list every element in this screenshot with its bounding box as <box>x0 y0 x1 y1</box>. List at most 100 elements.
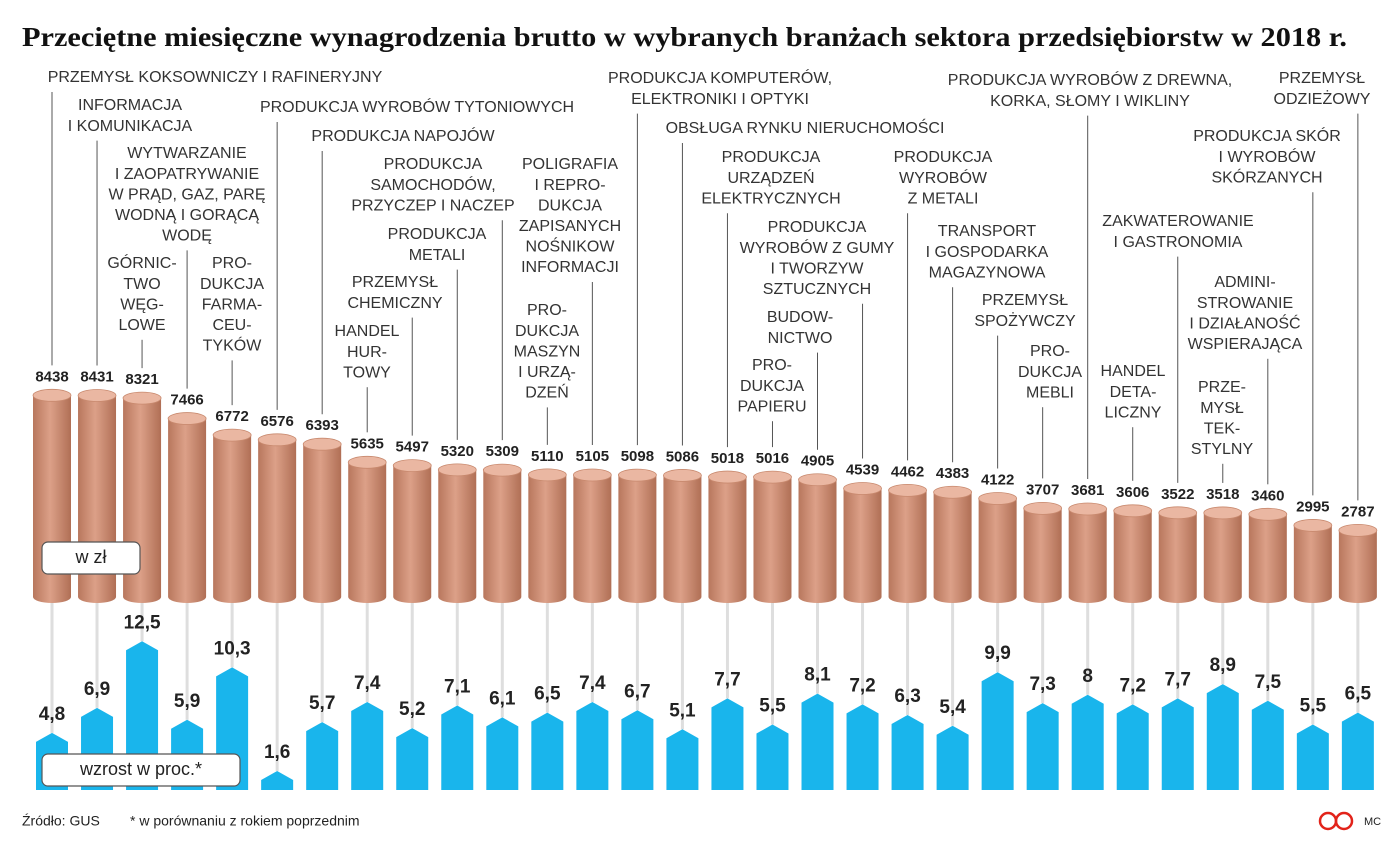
category-label: CHEMICZNY <box>347 295 442 312</box>
cylinder <box>303 438 342 603</box>
growth-bar <box>126 641 159 790</box>
growth-label: 7,1 <box>444 677 471 698</box>
category-label: WYTWARZANIE <box>127 145 246 162</box>
category-label: DUKCJA <box>538 197 602 214</box>
growth-label: 6,3 <box>894 686 920 707</box>
cylinder <box>1293 519 1332 603</box>
cylinder <box>753 471 792 603</box>
category-label: WYROBÓW <box>899 168 988 187</box>
cylinder-top <box>32 388 72 402</box>
cylinder-top <box>933 485 972 499</box>
category-label: KORKA, SŁOMY I WIKLINY <box>990 93 1190 110</box>
cylinder-top <box>663 469 702 482</box>
value-label: 2787 <box>1341 503 1374 520</box>
cylinder-top <box>843 482 882 495</box>
growth-label: 7,7 <box>714 669 740 690</box>
cylinder-top <box>302 437 342 451</box>
growth-bar <box>1071 694 1104 790</box>
category-label: TWO <box>123 276 160 293</box>
growth-label: 5,5 <box>1300 696 1327 717</box>
growth-label: 6,5 <box>1345 684 1372 705</box>
growth-bar <box>1116 704 1149 790</box>
value-label: 5309 <box>486 443 519 460</box>
category-label: PRO- <box>212 255 252 272</box>
category-label: PRODUKCJA KOMPUTERÓW, <box>608 68 832 87</box>
growth-label: 5,7 <box>309 693 335 714</box>
value-label: 3606 <box>1116 484 1149 501</box>
category-label: Z METALI <box>908 190 979 207</box>
category-label: PRO- <box>527 302 567 319</box>
category-label: ODZIEŻOWY <box>1274 89 1371 108</box>
growth-bar <box>1161 698 1194 790</box>
value-label: 8431 <box>80 368 113 385</box>
cylinder-top <box>708 470 747 484</box>
growth-label: 8,9 <box>1210 655 1236 676</box>
growth-label: 5,5 <box>759 696 786 717</box>
category-label: SZTUCZNYCH <box>763 281 871 298</box>
growth-label: 4,8 <box>39 704 65 725</box>
category-label: ELEKTRONIKI I OPTYKI <box>631 91 809 108</box>
growth-bar <box>936 725 969 790</box>
value-label: 3681 <box>1071 482 1104 499</box>
cylinder-top <box>798 473 837 487</box>
growth-label: 5,2 <box>399 699 425 720</box>
source: Źródło: GUS <box>22 813 100 829</box>
cylinder <box>798 473 837 603</box>
cylinder-top <box>257 433 297 447</box>
value-label: 6393 <box>305 417 338 434</box>
category-label: PRZYCZEP I NACZEP <box>351 197 514 214</box>
growth-bar <box>891 715 924 790</box>
category-label: PRZEMYSŁ <box>982 292 1068 309</box>
category-label: FARMA- <box>202 296 262 313</box>
growth-bar <box>576 701 609 790</box>
value-label: 5016 <box>756 450 789 467</box>
category-label: I REPRO- <box>534 177 605 194</box>
category-label: PRODUKCJA <box>388 226 487 243</box>
growth-bar <box>306 722 339 790</box>
cylinder <box>1338 524 1377 603</box>
growth-label: 7,2 <box>849 675 875 696</box>
category-label: PRODUKCJA WYROBÓW Z DREWNA, <box>948 70 1232 89</box>
category-label: LICZNY <box>1105 404 1162 421</box>
growth-label: 7,4 <box>354 673 381 694</box>
cylinder <box>483 464 522 603</box>
category-label: DUKCJA <box>740 378 804 395</box>
value-label: 6772 <box>215 408 248 425</box>
value-label: 8321 <box>125 371 158 388</box>
value-label: 4905 <box>801 453 834 470</box>
cylinder-top <box>1203 506 1243 520</box>
growth-bar <box>1296 724 1329 790</box>
value-label: 4539 <box>846 461 879 478</box>
growth-label: 5,9 <box>174 691 200 712</box>
category-label: PRO- <box>752 357 792 374</box>
growth-label: 9,9 <box>984 643 1010 664</box>
category-label: MAGAZYNOWA <box>929 264 1046 281</box>
cylinder-top <box>122 391 162 405</box>
growth-bar <box>396 728 429 790</box>
growth-bar <box>981 672 1014 790</box>
legend-label: w zł <box>75 547 107 567</box>
cylinder-top <box>1158 506 1198 520</box>
category-label: WODĘ <box>162 228 212 245</box>
cylinder-top <box>888 483 927 497</box>
category-label: WYROBÓW Z GUMY <box>740 238 895 257</box>
cylinder-top <box>753 470 792 484</box>
growth-label: 12,5 <box>124 612 161 633</box>
cylinder <box>1248 508 1287 603</box>
category-label: SAMOCHODÓW, <box>370 175 495 194</box>
value-label: 5320 <box>441 443 474 460</box>
category-label: ADMINI- <box>1214 274 1275 291</box>
category-label: PRODUKCJA SKÓR <box>1193 126 1341 145</box>
cylinder <box>438 463 477 603</box>
cylinder-top <box>1248 507 1288 521</box>
cylinder-top <box>978 492 1018 505</box>
category-label: DUKCJA <box>1018 364 1082 381</box>
cylinder-top <box>1338 523 1378 537</box>
growth-label: 8 <box>1082 666 1093 687</box>
value-label: 5110 <box>531 448 564 465</box>
growth-label: 7,3 <box>1029 674 1055 695</box>
category-label: TOWY <box>343 364 391 381</box>
category-label: PRZE- <box>1198 379 1246 396</box>
cylinder-top <box>392 459 432 473</box>
cylinder-top <box>1068 502 1108 516</box>
